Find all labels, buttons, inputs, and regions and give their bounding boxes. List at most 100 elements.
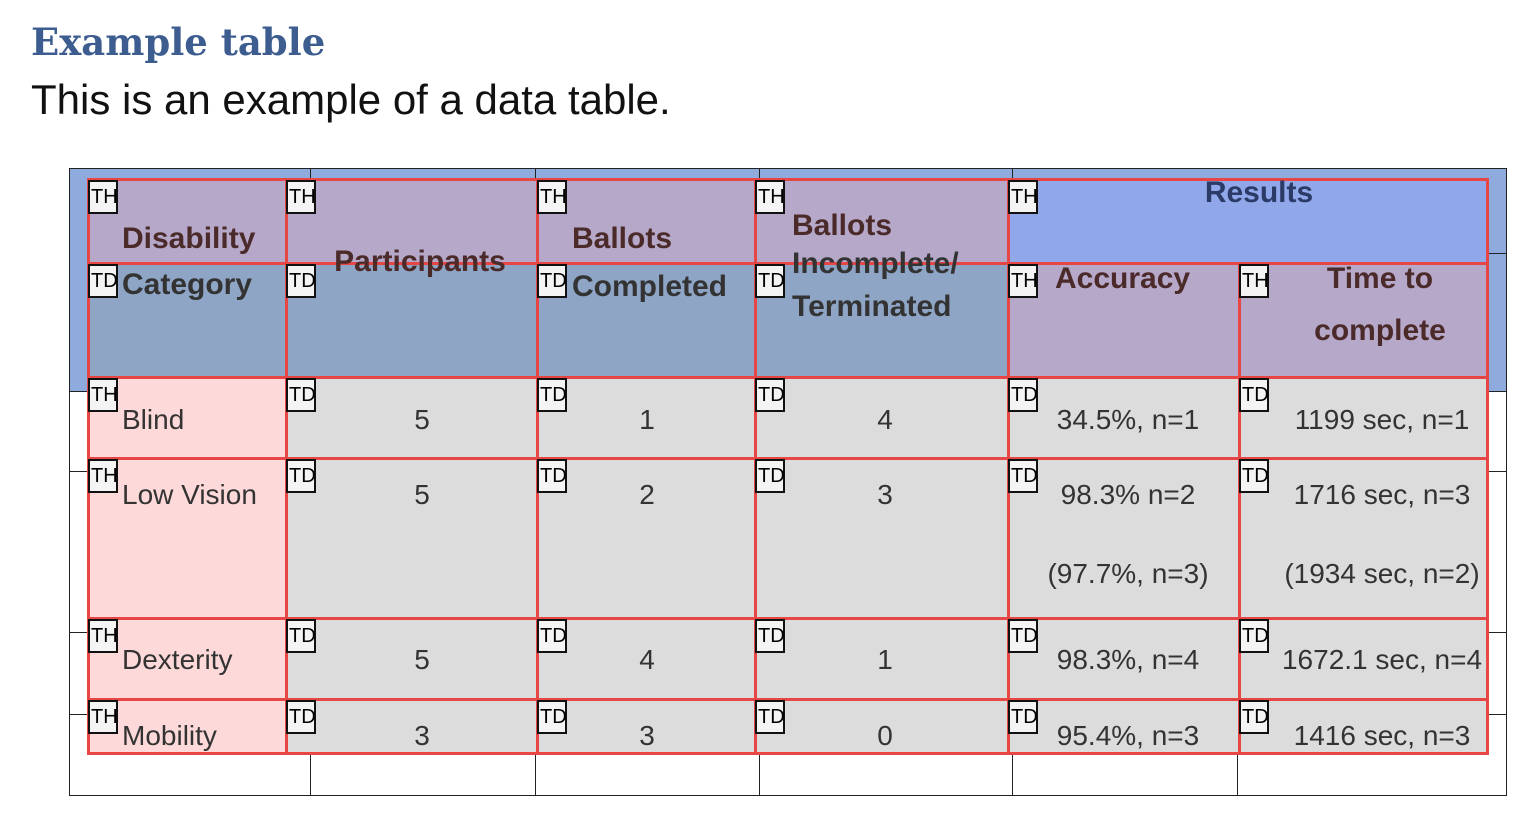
table-cell-secondary: (1934 sec, n=2) <box>1284 558 1480 589</box>
header-cell-overlay-tag-badge: TD <box>286 264 316 298</box>
data-cell-overlay-tag-badge: TD <box>537 378 567 412</box>
data-cell-overlay <box>285 617 539 701</box>
data-cell-overlay-tag-badge: TD <box>1239 459 1269 493</box>
header-cell-overlay-tag-badge: TD <box>88 264 118 298</box>
header-results: Results <box>1204 176 1314 209</box>
data-cell-overlay <box>285 457 539 620</box>
table-cell: 3 <box>877 479 893 510</box>
data-cell-overlay <box>536 457 757 620</box>
table-cell: 1 <box>877 644 893 675</box>
header-time-to-complete: Time to <box>1326 262 1434 295</box>
results-header-overlay <box>1007 178 1489 265</box>
data-cell-overlay-tag-badge: TD <box>1008 459 1038 493</box>
grid-line <box>69 168 70 795</box>
table-cell: 1199 sec, n=1 <box>1294 404 1470 435</box>
data-cell-overlay-tag-badge: TD <box>537 700 567 734</box>
table-cell: 34.5%, n=1 <box>1056 404 1200 435</box>
row-header-overlay-tag-badge: TH <box>88 700 118 734</box>
table-cell: 4 <box>877 404 893 435</box>
table-cell: 3 <box>414 720 430 751</box>
header-category: Category <box>122 268 253 301</box>
data-cell-overlay-tag-badge: TD <box>1008 619 1038 653</box>
data-cell-overlay <box>285 698 539 755</box>
header-ballots-completed: Ballots <box>572 222 673 255</box>
header-cell-overlay <box>754 262 1010 379</box>
data-cell-overlay-tag-badge: TD <box>1239 700 1269 734</box>
data-cell-overlay-tag-badge: TD <box>755 619 785 653</box>
accuracy-header-overlay-tag-badge: TH <box>1008 264 1038 298</box>
document-title: Example table <box>31 20 326 64</box>
data-cell-overlay-tag-badge: TD <box>537 459 567 493</box>
header-disability: Disability <box>122 222 256 255</box>
table-cell: 98.3% n=2 <box>1060 479 1196 510</box>
row-header: Low Vision <box>122 479 257 510</box>
data-cell-overlay <box>536 698 757 755</box>
time-header-overlay-tag-badge: TH <box>1239 264 1269 298</box>
header-cell-overlay <box>754 178 1010 265</box>
data-cell-overlay <box>285 376 539 460</box>
data-cell-overlay-tag-badge: TD <box>286 619 316 653</box>
row-header: Mobility <box>122 720 217 751</box>
grid-line <box>69 168 1507 169</box>
data-cell-overlay-tag-badge: TD <box>755 378 785 412</box>
table-cell: 1716 sec, n=3 <box>1293 479 1471 510</box>
data-cell-overlay-tag-badge: TD <box>1239 619 1269 653</box>
grid-line <box>69 795 1507 796</box>
data-cell-overlay-tag-badge: TD <box>286 378 316 412</box>
header-cell-overlay <box>285 262 539 379</box>
row-header-overlay-tag-badge: TH <box>88 378 118 412</box>
row-header: Blind <box>122 404 185 435</box>
data-cell-overlay-tag-badge: TD <box>286 459 316 493</box>
row-header-overlay <box>87 617 288 701</box>
table-cell: 5 <box>414 479 430 510</box>
row-header-overlay-tag-badge: TH <box>88 619 118 653</box>
data-cell-overlay <box>1238 698 1489 755</box>
header-cell-overlay-tag-badge: TD <box>537 264 567 298</box>
header-ballots-incomplete: Incomplete/ <box>792 247 959 280</box>
data-cell-overlay <box>1238 617 1489 701</box>
table-cell-secondary: (97.7%, n=3) <box>1047 558 1209 589</box>
data-cell-overlay-tag-badge: TD <box>1008 378 1038 412</box>
data-cell-overlay <box>1007 376 1241 460</box>
data-cell-overlay-tag-badge: TD <box>1239 378 1269 412</box>
data-cell-overlay <box>1238 457 1489 620</box>
data-cell-overlay-tag-badge: TD <box>755 700 785 734</box>
table-cell: 95.4%, n=3 <box>1056 720 1200 751</box>
header-accuracy: Accuracy <box>1055 262 1191 295</box>
data-cell-overlay <box>1238 376 1489 460</box>
table-cell: 1 <box>639 404 655 435</box>
header-cell-overlay-tag-badge: TH <box>537 180 567 214</box>
table-cell: 5 <box>414 644 430 675</box>
table-cell: 1416 sec, n=3 <box>1293 720 1471 751</box>
time-header-overlay <box>1238 262 1489 379</box>
table-cell: 4 <box>639 644 655 675</box>
table-cell: 98.3%, n=4 <box>1056 644 1200 675</box>
row-header-overlay <box>87 376 288 460</box>
data-cell-overlay-tag-badge: TD <box>1008 700 1038 734</box>
header-cell-overlay-tag-badge: TH <box>755 180 785 214</box>
table-cell: 5 <box>414 404 430 435</box>
header-ballots-incomplete: Terminated <box>792 290 952 323</box>
document-subtitle: This is an example of a data table. <box>31 76 671 123</box>
data-cell-overlay <box>754 376 1010 460</box>
table-cell: 0 <box>877 720 893 751</box>
table-cell: 3 <box>639 720 655 751</box>
header-participants: Participants <box>334 245 506 278</box>
table-cell: 2 <box>639 479 655 510</box>
row-header-overlay-tag-badge: TH <box>88 459 118 493</box>
results-header-overlay-tag-badge: TH <box>1008 180 1038 214</box>
header-cell-overlay-tag-badge: TD <box>755 264 785 298</box>
data-cell-overlay-tag-badge: TD <box>286 700 316 734</box>
header-ballots-incomplete: Ballots <box>792 209 893 242</box>
row-header: Dexterity <box>122 644 233 675</box>
header-cell-overlay-tag-badge: TH <box>286 180 316 214</box>
header-cell-overlay <box>536 178 757 265</box>
data-cell-overlay-tag-badge: TD <box>537 619 567 653</box>
row-header-overlay <box>87 457 288 620</box>
table-cell: 1672.1 sec, n=4 <box>1281 644 1483 675</box>
grid-line <box>1506 168 1507 795</box>
header-ballots-completed: Completed <box>572 270 728 303</box>
data-cell-overlay-tag-badge: TD <box>755 459 785 493</box>
header-cell-overlay-tag-badge: TH <box>88 180 118 214</box>
data-cell-overlay <box>754 457 1010 620</box>
